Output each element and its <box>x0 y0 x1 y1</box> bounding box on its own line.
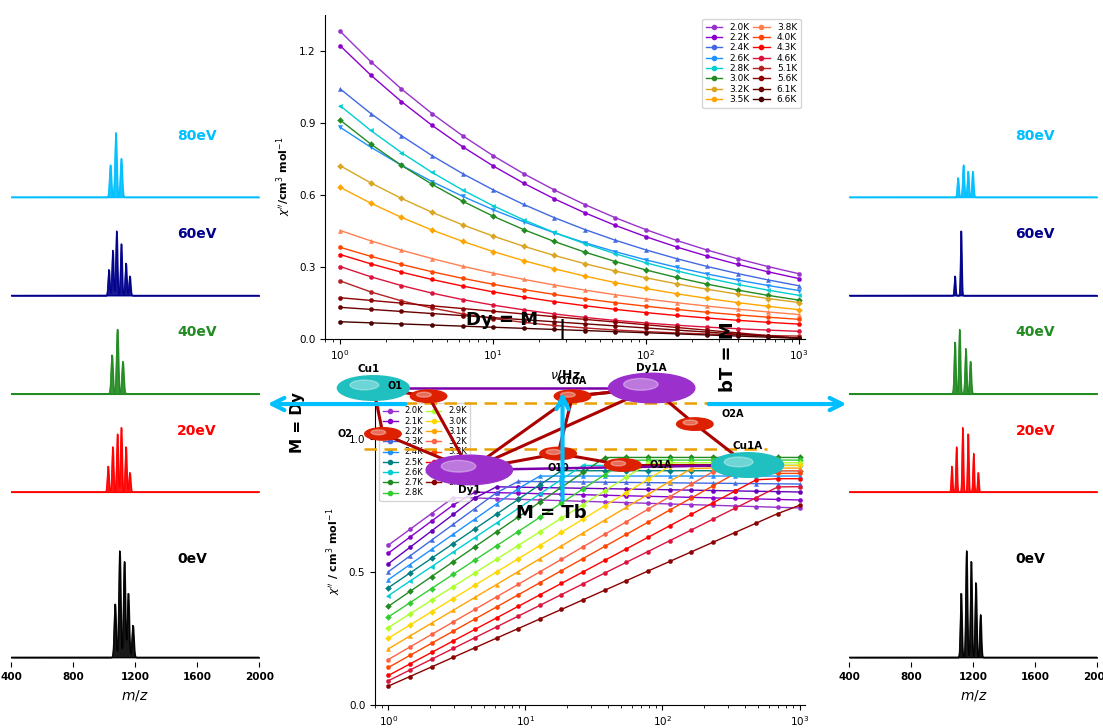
Text: O10A: O10A <box>558 376 587 387</box>
Ellipse shape <box>426 455 513 485</box>
Text: M = Tb: M = Tb <box>516 505 587 522</box>
Text: 60eV: 60eV <box>1016 227 1056 241</box>
Text: O10: O10 <box>547 463 569 473</box>
Text: Dy1A: Dy1A <box>636 363 667 373</box>
Ellipse shape <box>604 459 641 471</box>
Ellipse shape <box>609 373 695 403</box>
X-axis label: $m/z$: $m/z$ <box>121 688 149 703</box>
Ellipse shape <box>441 460 475 472</box>
Ellipse shape <box>350 380 378 390</box>
Y-axis label: $\chi''$ / cm$^3$ mol$^{-1}$: $\chi''$ / cm$^3$ mol$^{-1}$ <box>324 508 343 596</box>
Ellipse shape <box>554 390 591 403</box>
Text: Cu1: Cu1 <box>357 364 379 374</box>
Ellipse shape <box>365 427 401 440</box>
Ellipse shape <box>725 457 753 467</box>
Y-axis label: $\chi''$/cm$^3$ mol$^{-1}$: $\chi''$/cm$^3$ mol$^{-1}$ <box>275 137 293 216</box>
Ellipse shape <box>623 379 658 390</box>
Ellipse shape <box>546 449 560 454</box>
Ellipse shape <box>338 376 409 400</box>
Text: 0eV: 0eV <box>1016 552 1046 566</box>
Ellipse shape <box>539 447 577 460</box>
X-axis label: $m/z$: $m/z$ <box>960 688 987 703</box>
Legend: 2.0K, 2.2K, 2.4K, 2.6K, 2.8K, 3.0K, 3.2K, 3.5K, 3.8K, 4.0K, 4.3K, 4.6K, 5.1K, 5.: 2.0K, 2.2K, 2.4K, 2.6K, 2.8K, 3.0K, 3.2K… <box>703 19 801 108</box>
Text: 20eV: 20eV <box>178 424 217 438</box>
Text: 40eV: 40eV <box>1016 325 1056 339</box>
Ellipse shape <box>371 430 386 435</box>
Text: O1A: O1A <box>650 460 673 470</box>
Ellipse shape <box>417 392 431 397</box>
Text: O2: O2 <box>338 429 352 439</box>
Text: Dy = M: Dy = M <box>465 312 538 329</box>
Text: bT = M: bT = M <box>719 321 737 392</box>
Text: O1: O1 <box>387 381 403 392</box>
X-axis label: $\nu$/Hz: $\nu$/Hz <box>550 368 580 381</box>
Text: |: | <box>559 319 566 339</box>
Text: Dy1: Dy1 <box>458 486 481 495</box>
Text: 0eV: 0eV <box>178 552 207 566</box>
Text: M = Dy: M = Dy <box>290 392 306 453</box>
Text: 80eV: 80eV <box>178 129 217 143</box>
Ellipse shape <box>711 453 783 478</box>
Text: 60eV: 60eV <box>178 227 217 241</box>
Ellipse shape <box>410 390 447 403</box>
Ellipse shape <box>676 418 713 430</box>
Ellipse shape <box>683 420 697 425</box>
Text: O2A: O2A <box>722 409 745 419</box>
Ellipse shape <box>560 392 576 397</box>
Ellipse shape <box>611 461 625 466</box>
Text: 40eV: 40eV <box>178 325 217 339</box>
Text: 20eV: 20eV <box>1016 424 1056 438</box>
Text: 80eV: 80eV <box>1016 129 1056 143</box>
Legend: 2.0K, 2.1K, 2.2K, 2.3K, 2.4K, 2.5K, 2.6K, 2.7K, 2.8K, 2.9K, 3.0K, 3.1K, 3.2K, 3.: 2.0K, 2.1K, 2.2K, 2.3K, 2.4K, 2.5K, 2.6K… <box>379 403 470 501</box>
Text: Cu1A: Cu1A <box>732 441 763 451</box>
